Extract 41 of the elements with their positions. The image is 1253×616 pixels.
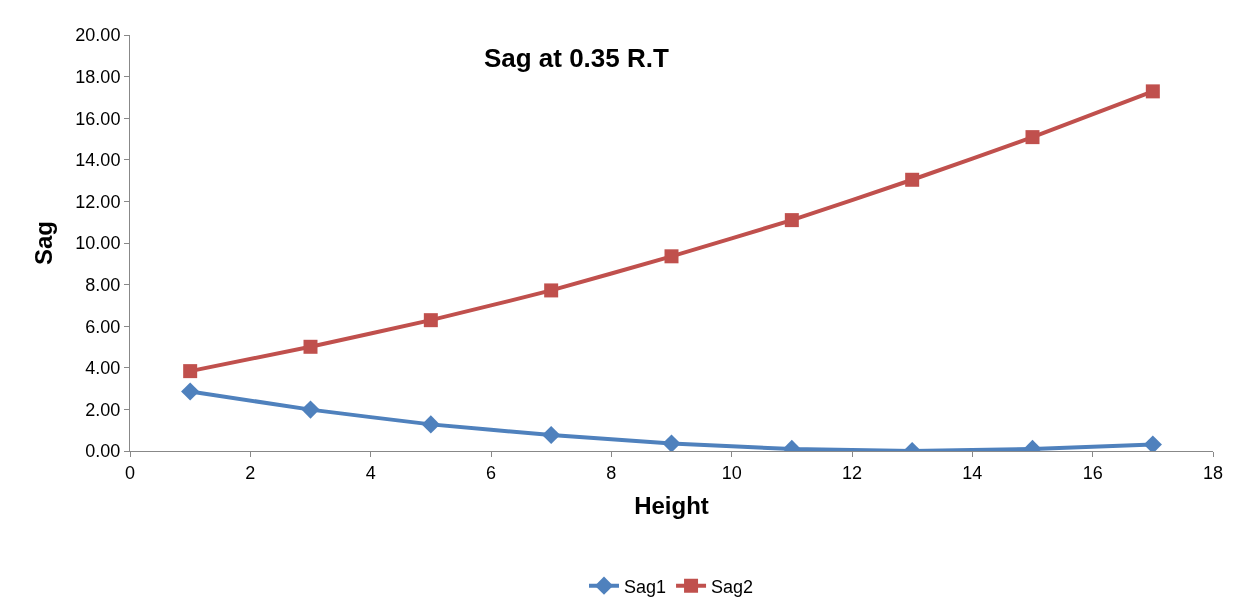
y-tick-label: 6.00 xyxy=(85,316,121,337)
x-axis-title: Height xyxy=(634,491,709,519)
x-tick-label: 2 xyxy=(245,462,256,483)
point xyxy=(544,283,559,298)
point xyxy=(181,382,200,401)
point xyxy=(423,313,438,328)
y-tick-label: 16.00 xyxy=(75,108,121,129)
point xyxy=(421,415,440,434)
legend-label: Sag2 xyxy=(711,576,754,597)
y-tick-label: 10.00 xyxy=(75,233,121,254)
legend-label: Sag1 xyxy=(624,576,667,597)
y-axis-title: Sag xyxy=(30,220,58,266)
point xyxy=(1145,84,1160,99)
y-tick-label: 0.00 xyxy=(85,441,121,462)
point xyxy=(662,434,681,451)
y-tick-label: 20.00 xyxy=(75,25,121,46)
y-tick-label: 2.00 xyxy=(85,399,121,420)
point xyxy=(905,172,920,187)
y-tick-label: 18.00 xyxy=(75,66,121,87)
x-tick-label: 8 xyxy=(606,462,617,483)
point xyxy=(542,425,561,445)
y-tick-label: 12.00 xyxy=(75,191,121,212)
point xyxy=(183,364,198,379)
y-tick-label: 14.00 xyxy=(75,150,121,171)
x-tick-label: 12 xyxy=(841,462,863,483)
x-tick-label: 6 xyxy=(485,462,497,483)
y-tick-label: 8.00 xyxy=(85,274,121,295)
x-tick-label: 14 xyxy=(962,462,983,483)
x-tick-label: 10 xyxy=(721,462,742,483)
point xyxy=(1025,130,1040,145)
point xyxy=(303,339,318,354)
x-tick-label: 18 xyxy=(1202,462,1224,483)
x-tick-label: 4 xyxy=(365,462,376,483)
point xyxy=(664,249,679,264)
chart-title: Sag at 0.35 R.T xyxy=(483,43,669,74)
x-tick-label: 0 xyxy=(124,462,136,483)
x-tick-label: 16 xyxy=(1082,462,1103,483)
point xyxy=(784,213,799,228)
point xyxy=(301,400,320,419)
point xyxy=(1143,435,1162,451)
y-tick-label: 4.00 xyxy=(85,358,121,379)
